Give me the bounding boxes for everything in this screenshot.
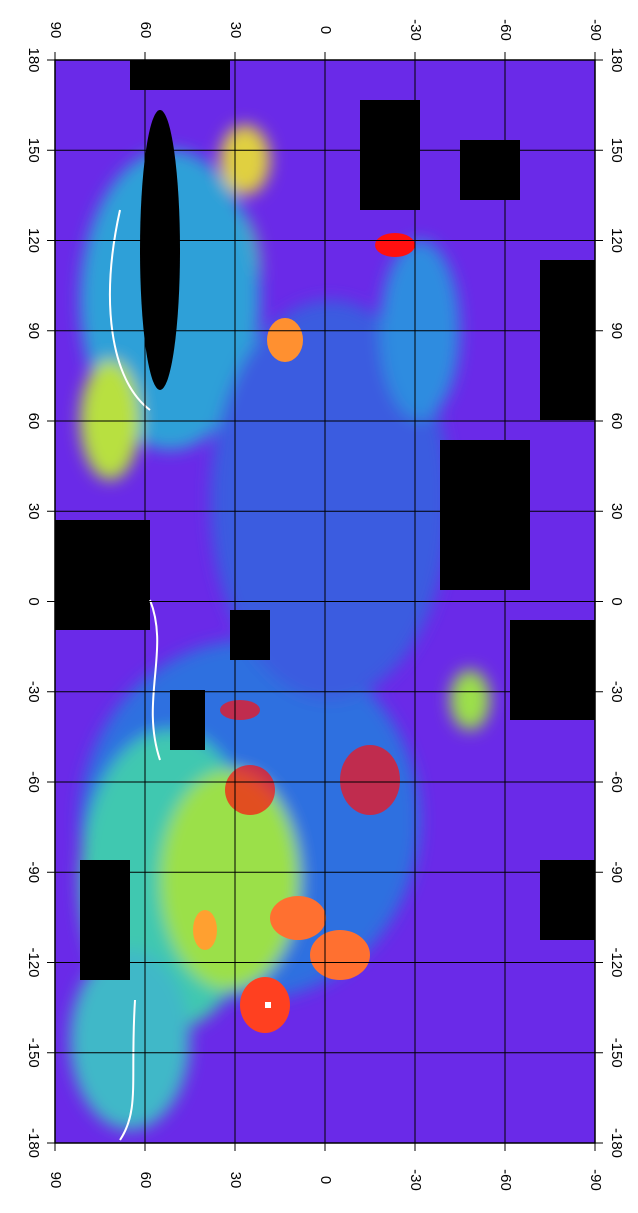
lon-label: -150 xyxy=(608,1038,625,1068)
lat-label: 60 xyxy=(137,1172,154,1189)
lat-label: 30 xyxy=(227,1172,244,1189)
lat-label: 90 xyxy=(47,1172,64,1189)
lat-label: -30 xyxy=(407,19,424,41)
red-markers xyxy=(220,233,415,815)
lat-label: -60 xyxy=(497,1169,514,1191)
lat-label: -30 xyxy=(407,1169,424,1191)
white-contours xyxy=(109,209,161,1141)
lat-label: -60 xyxy=(497,19,514,41)
lon-label: 120 xyxy=(25,228,42,253)
lon-label: 60 xyxy=(608,413,625,430)
lon-label: -30 xyxy=(25,681,42,703)
lon-label: -180 xyxy=(608,1128,625,1158)
lat-label: 60 xyxy=(137,22,154,39)
lat-label: 0 xyxy=(317,1176,334,1184)
lon-label: 150 xyxy=(608,138,625,163)
lon-label: 90 xyxy=(608,322,625,339)
lon-label: 180 xyxy=(608,47,625,72)
lon-label: -150 xyxy=(25,1038,42,1068)
lat-label: 0 xyxy=(317,26,334,34)
lon-label: -120 xyxy=(25,947,42,977)
lon-label: 60 xyxy=(25,413,42,430)
lon-label: -120 xyxy=(608,947,625,977)
lon-label: 0 xyxy=(25,597,42,605)
lat-label: 90 xyxy=(47,22,64,39)
lat-label: -90 xyxy=(587,1169,604,1191)
lon-label: 120 xyxy=(608,228,625,253)
lat-label: 30 xyxy=(227,22,244,39)
lon-label: -90 xyxy=(608,861,625,883)
black-regions xyxy=(55,60,595,980)
lon-label: 90 xyxy=(25,322,42,339)
lon-label: 180 xyxy=(25,47,42,72)
lon-label: -60 xyxy=(608,771,625,793)
lon-label: -30 xyxy=(608,681,625,703)
lon-label: 0 xyxy=(608,597,625,605)
lon-label: -90 xyxy=(25,861,42,883)
lon-label: 30 xyxy=(25,503,42,520)
lon-label: 30 xyxy=(608,503,625,520)
lon-label: -180 xyxy=(25,1128,42,1158)
lat-label: -90 xyxy=(587,19,604,41)
lon-label: -60 xyxy=(25,771,42,793)
lon-label: 150 xyxy=(25,138,42,163)
